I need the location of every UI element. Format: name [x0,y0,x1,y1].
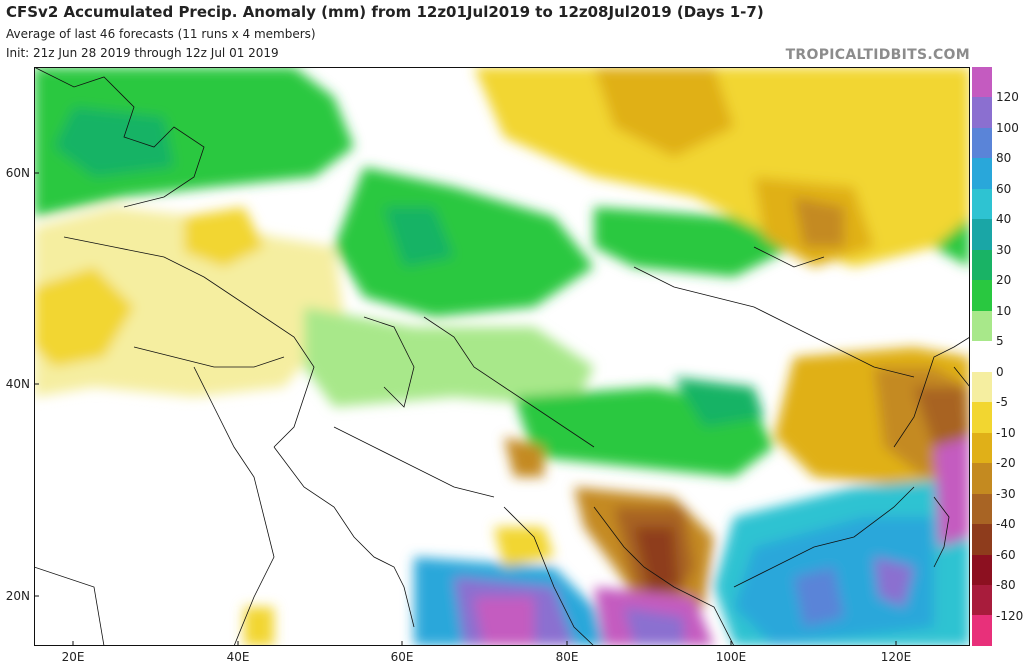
map-frame [34,67,970,646]
colorbar-swatch [972,97,992,128]
colorbar-tick-label: 60 [996,181,1012,196]
colorbar-tick-label: 20 [996,273,1012,288]
colorbar-tick-label: -30 [996,486,1016,501]
colorbar-tick-label: 30 [996,242,1012,257]
colorbar-swatch [972,310,992,342]
lat-label-40n: 40N [5,377,30,391]
colorbar-tick-label: -80 [996,578,1016,593]
lat-label-20n: 20N [5,589,30,603]
colorbar [972,67,992,646]
colorbar-tick-label: -40 [996,517,1016,532]
map-svg [34,67,970,646]
colorbar-tick-label: -120 [996,608,1024,623]
lon-label-20e: 20E [61,650,85,664]
colorbar-tick-label: -60 [996,547,1016,562]
colorbar-tick-label: -10 [996,425,1016,440]
colorbar-tick-label: 10 [996,303,1012,318]
colorbar-swatch [972,280,992,311]
colorbar-swatch [972,493,992,525]
colorbar-swatch [972,524,992,555]
colorbar-swatch [972,584,992,616]
colorbar-swatch [972,127,992,159]
lat-label-60n: 60N [5,166,30,180]
colorbar-swatch [972,432,992,464]
lon-label-100e: 100E [715,650,747,664]
colorbar-swatch [972,341,992,372]
colorbar-swatch [972,371,992,403]
lon-label-120e: 120E [880,650,912,664]
colorbar-swatch [972,67,992,98]
colorbar-tick-label: 100 [996,120,1019,135]
colorbar-tick-label: 120 [996,90,1019,105]
colorbar-swatch [972,188,992,220]
chart-subtitle: Average of last 46 forecasts (11 runs x … [6,27,316,41]
colorbar-tick-label: -20 [996,456,1016,471]
precip-anomaly-map [34,67,970,646]
lon-label-40e: 40E [226,650,250,664]
coastlines [34,67,970,646]
colorbar-tick-label: 0 [996,364,1004,379]
colorbar-swatch [972,554,992,585]
anomaly-field [34,67,970,646]
brand-logo: TROPICALTIDBITS.COM [785,47,970,63]
chart-title: CFSv2 Accumulated Precip. Anomaly (mm) f… [6,3,764,21]
colorbar-swatch [972,158,992,189]
lon-label-80e: 80E [555,650,579,664]
colorbar-tick-label: 40 [996,212,1012,227]
init-time: Init: 21z Jun 28 2019 through 12z Jul 01… [6,46,279,60]
colorbar-swatch [972,219,992,250]
colorbar-tick-label: 80 [996,151,1012,166]
colorbar-swatch [972,463,992,494]
colorbar-swatch [972,615,992,646]
colorbar-tick-label: -5 [996,395,1008,410]
colorbar-tick-label: 5 [996,334,1004,349]
colorbar-swatch [972,402,992,433]
colorbar-swatch [972,249,992,281]
lon-label-60e: 60E [390,650,414,664]
